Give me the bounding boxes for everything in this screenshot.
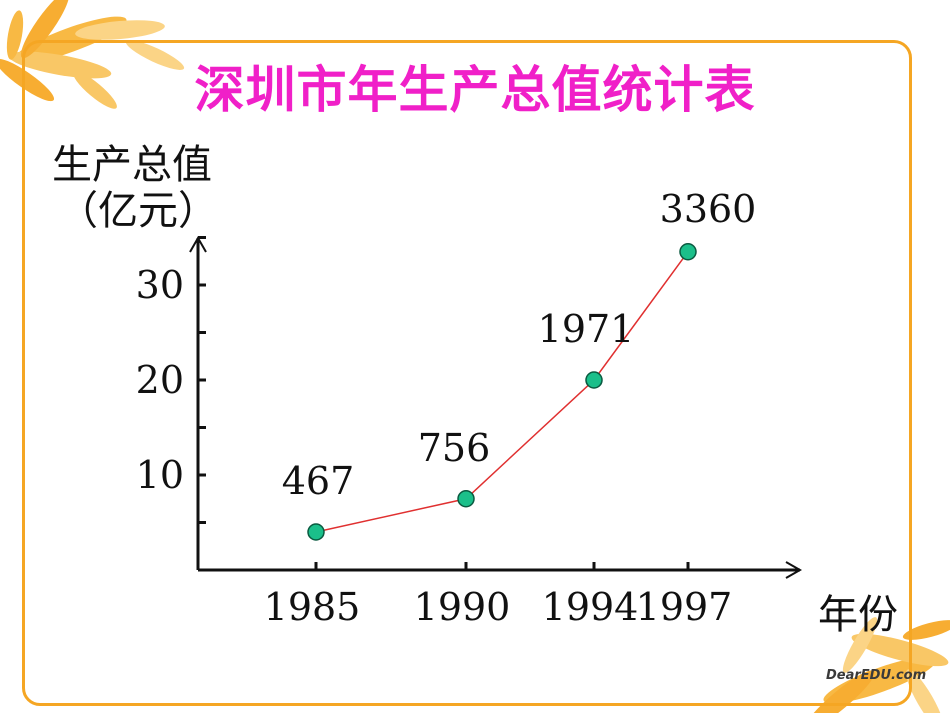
y-ticks: 10 20 30 bbox=[136, 236, 206, 524]
data-label: 3360 bbox=[660, 187, 757, 231]
x-axis-arrow bbox=[785, 561, 803, 579]
series-line bbox=[315, 251, 689, 533]
y-tick-label: 20 bbox=[136, 358, 184, 402]
y-tick-label: 10 bbox=[136, 453, 184, 497]
x-tick-label: 1994 bbox=[542, 585, 639, 629]
data-point bbox=[307, 523, 325, 541]
x-tick-label: 1997 bbox=[636, 585, 733, 629]
data-label: 467 bbox=[282, 459, 355, 503]
series-layer bbox=[307, 243, 697, 541]
watermark-logo: DearEDU.com bbox=[826, 668, 927, 683]
data-point bbox=[679, 243, 697, 261]
data-label: 1971 bbox=[538, 307, 635, 351]
y-tick-label: 30 bbox=[136, 263, 184, 307]
x-tick-label: 1990 bbox=[414, 585, 511, 629]
data-point bbox=[457, 490, 475, 508]
x-tick-label: 1985 bbox=[264, 585, 361, 629]
data-point bbox=[585, 371, 603, 389]
x-axis-label: 年份 bbox=[818, 592, 898, 638]
slide-frame bbox=[22, 40, 912, 706]
axes bbox=[189, 235, 803, 579]
y-axis-label-line1: 生产总值 bbox=[52, 142, 212, 188]
data-labels: 467 756 1971 3360 bbox=[282, 187, 757, 503]
flower-decoration-bottom-right bbox=[805, 617, 950, 713]
flower-decoration-top-left bbox=[0, 0, 185, 109]
data-label: 756 bbox=[418, 426, 491, 470]
y-axis-label-line2: （亿元） bbox=[58, 188, 218, 234]
chart-title: 深圳市年生产总值统计表 bbox=[194, 61, 756, 119]
